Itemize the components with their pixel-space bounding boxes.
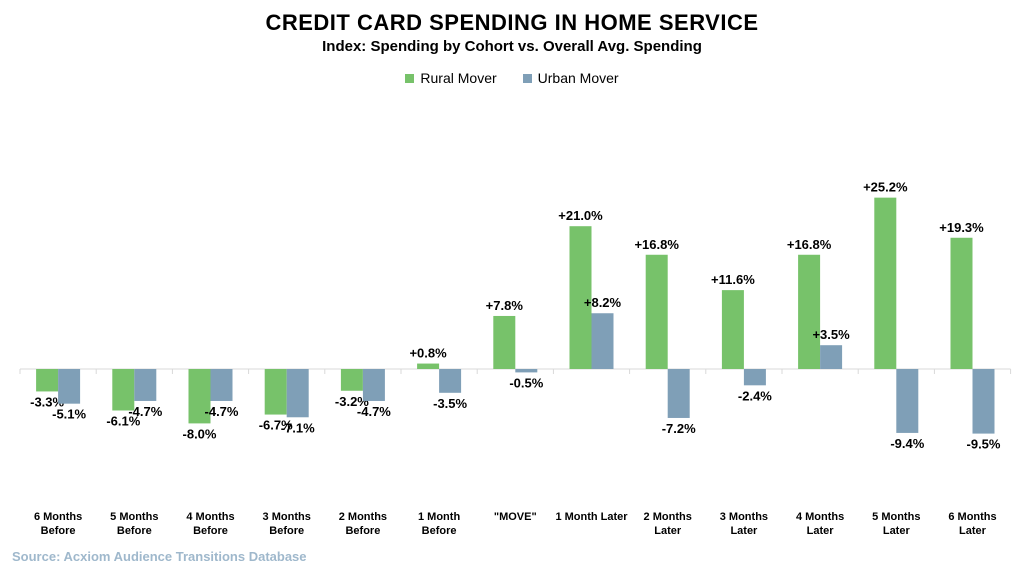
- bar-urban-4: [362, 369, 385, 401]
- label-rural-2: -8.0%: [183, 426, 217, 441]
- category-label-6: "MOVE": [494, 511, 537, 523]
- label-rural-6: +7.8%: [486, 298, 524, 313]
- legend-label-rural: Rural Mover: [420, 70, 497, 86]
- bar-rural-1: [112, 369, 135, 411]
- label-rural-11: +25.2%: [863, 180, 908, 195]
- category-label-3: 3 Months Before: [263, 511, 311, 537]
- legend-label-urban: Urban Mover: [537, 70, 619, 86]
- bar-rural-0: [36, 369, 59, 392]
- label-rural-12: +19.3%: [939, 220, 984, 235]
- bar-rural-7: [569, 226, 592, 369]
- category-label-1: 5 Months Before: [110, 511, 158, 537]
- category-label-12: 6 Months Later: [948, 511, 996, 537]
- label-rural-3: -6.7%: [259, 418, 293, 433]
- label-urban-7: +8.2%: [584, 295, 622, 310]
- label-urban-3: -7.1%: [281, 420, 315, 435]
- label-urban-1: -4.7%: [128, 404, 162, 419]
- bar-urban-3: [286, 369, 309, 418]
- label-rural-9: +11.6%: [711, 272, 755, 287]
- label-urban-8: -7.2%: [662, 421, 696, 436]
- bar-urban-10: [820, 345, 843, 369]
- legend-item-urban: Urban Mover: [522, 70, 619, 86]
- bar-rural-2: [188, 369, 211, 424]
- label-urban-10: +3.5%: [812, 327, 850, 342]
- bar-urban-7: [591, 313, 614, 369]
- bar-rural-6: [493, 315, 516, 369]
- bar-urban-1: [134, 369, 157, 401]
- category-label-4: 2 Months Before: [339, 511, 387, 537]
- label-rural-4: -3.2%: [335, 394, 369, 409]
- legend-swatch-urban: [522, 73, 532, 83]
- label-rural-10: +16.8%: [787, 237, 832, 252]
- label-urban-11: -9.4%: [890, 436, 924, 451]
- legend-item-rural: Rural Mover: [405, 70, 497, 86]
- bar-rural-4: [340, 369, 363, 391]
- bar-urban-6: [515, 369, 538, 373]
- chart-subtitle: Index: Spending by Cohort vs. Overall Av…: [322, 38, 702, 55]
- category-label-0: 6 Months Before: [34, 511, 82, 537]
- source-note: Source: Acxiom Audience Transitions Data…: [12, 549, 307, 564]
- bar-rural-8: [645, 254, 668, 369]
- label-urban-5: -3.5%: [433, 396, 467, 411]
- category-label-9: 3 Months Later: [720, 511, 768, 537]
- label-urban-6: -0.5%: [509, 375, 543, 390]
- category-label-10: 4 Months Later: [796, 511, 844, 537]
- label-rural-0: -3.3%: [30, 394, 64, 409]
- category-label-7: 1 Month Later: [555, 511, 628, 523]
- bar-rural-5: [417, 363, 440, 369]
- category-label-11: 5 Months Later: [872, 511, 920, 537]
- bar-urban-2: [210, 369, 233, 401]
- label-rural-8: +16.8%: [634, 237, 679, 252]
- label-urban-2: -4.7%: [205, 404, 239, 419]
- label-rural-1: -6.1%: [106, 413, 140, 428]
- label-rural-5: +0.8%: [409, 346, 447, 361]
- label-urban-0: -5.1%: [52, 407, 86, 422]
- bar-urban-11: [896, 369, 919, 433]
- category-label-5: 1 Month Before: [418, 511, 460, 537]
- bar-rural-10: [798, 254, 821, 369]
- bar-rural-12: [950, 237, 973, 369]
- bar-rural-3: [264, 369, 287, 415]
- legend-swatch-rural: [405, 73, 415, 83]
- category-label-8: 2 Months Later: [644, 511, 692, 537]
- bar-urban-5: [439, 369, 462, 393]
- label-urban-12: -9.5%: [967, 437, 1001, 452]
- bar-urban-9: [743, 369, 766, 386]
- bar-urban-0: [58, 369, 81, 404]
- bar-rural-9: [721, 290, 744, 369]
- label-rural-7: +21.0%: [558, 208, 603, 223]
- label-urban-4: -4.7%: [357, 404, 391, 419]
- bar-urban-8: [667, 369, 690, 418]
- chart-legend: Rural Mover Urban Mover: [0, 70, 1024, 86]
- chart-title: CREDIT CARD SPENDING IN HOME SERVICE: [265, 10, 759, 35]
- label-urban-9: -2.4%: [738, 388, 772, 403]
- category-label-2: 4 Months Before: [186, 511, 234, 537]
- bar-urban-12: [972, 369, 995, 434]
- bar-rural-11: [874, 197, 897, 369]
